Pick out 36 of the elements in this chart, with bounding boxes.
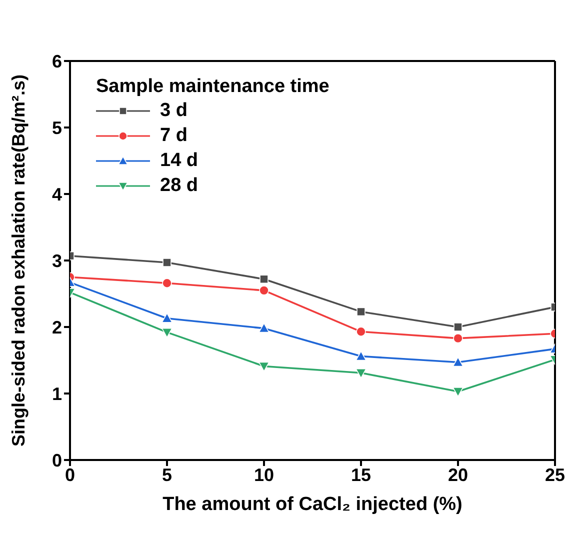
point xyxy=(453,333,463,344)
legend-label: 3 d xyxy=(160,100,188,122)
legend-label: 14 d xyxy=(160,150,198,172)
legend-label: 28 d xyxy=(160,174,198,196)
y-tick-label: 2 xyxy=(52,317,62,338)
point xyxy=(162,258,172,267)
point xyxy=(452,356,464,367)
point xyxy=(356,368,366,378)
point xyxy=(162,328,172,338)
point xyxy=(260,274,268,284)
legend-label: 7 d xyxy=(160,124,188,146)
y-tick-label: 4 xyxy=(52,184,62,204)
x-tick-label: 0 xyxy=(64,464,76,485)
point xyxy=(162,278,172,288)
point xyxy=(162,312,172,323)
y-tick-label: 1 xyxy=(52,384,62,404)
point xyxy=(258,362,270,372)
point xyxy=(356,307,366,316)
point xyxy=(452,387,464,397)
x-tick-label: 15 xyxy=(350,464,372,485)
x-axis-title: The amount of CaCl₂ injected (%) xyxy=(162,494,462,515)
point xyxy=(259,286,269,296)
point xyxy=(454,322,462,332)
y-axis-title: Single-sided radon exhalation rate(Bq/m².s) xyxy=(8,74,28,447)
y-tick-label: 6 xyxy=(52,51,62,72)
x-tick-label: 5 xyxy=(162,464,172,485)
y-tick-label: 3 xyxy=(52,250,62,271)
y-tick-label: 0 xyxy=(52,450,62,470)
x-tick-label: 10 xyxy=(254,464,274,485)
x-tick-label: 20 xyxy=(448,464,468,485)
x-tick-label: 25 xyxy=(544,464,566,485)
legend-title: Sample maintenance time xyxy=(96,76,330,98)
y-tick-label: 5 xyxy=(52,118,62,138)
point xyxy=(258,322,270,333)
point xyxy=(356,326,366,337)
point xyxy=(356,350,366,361)
